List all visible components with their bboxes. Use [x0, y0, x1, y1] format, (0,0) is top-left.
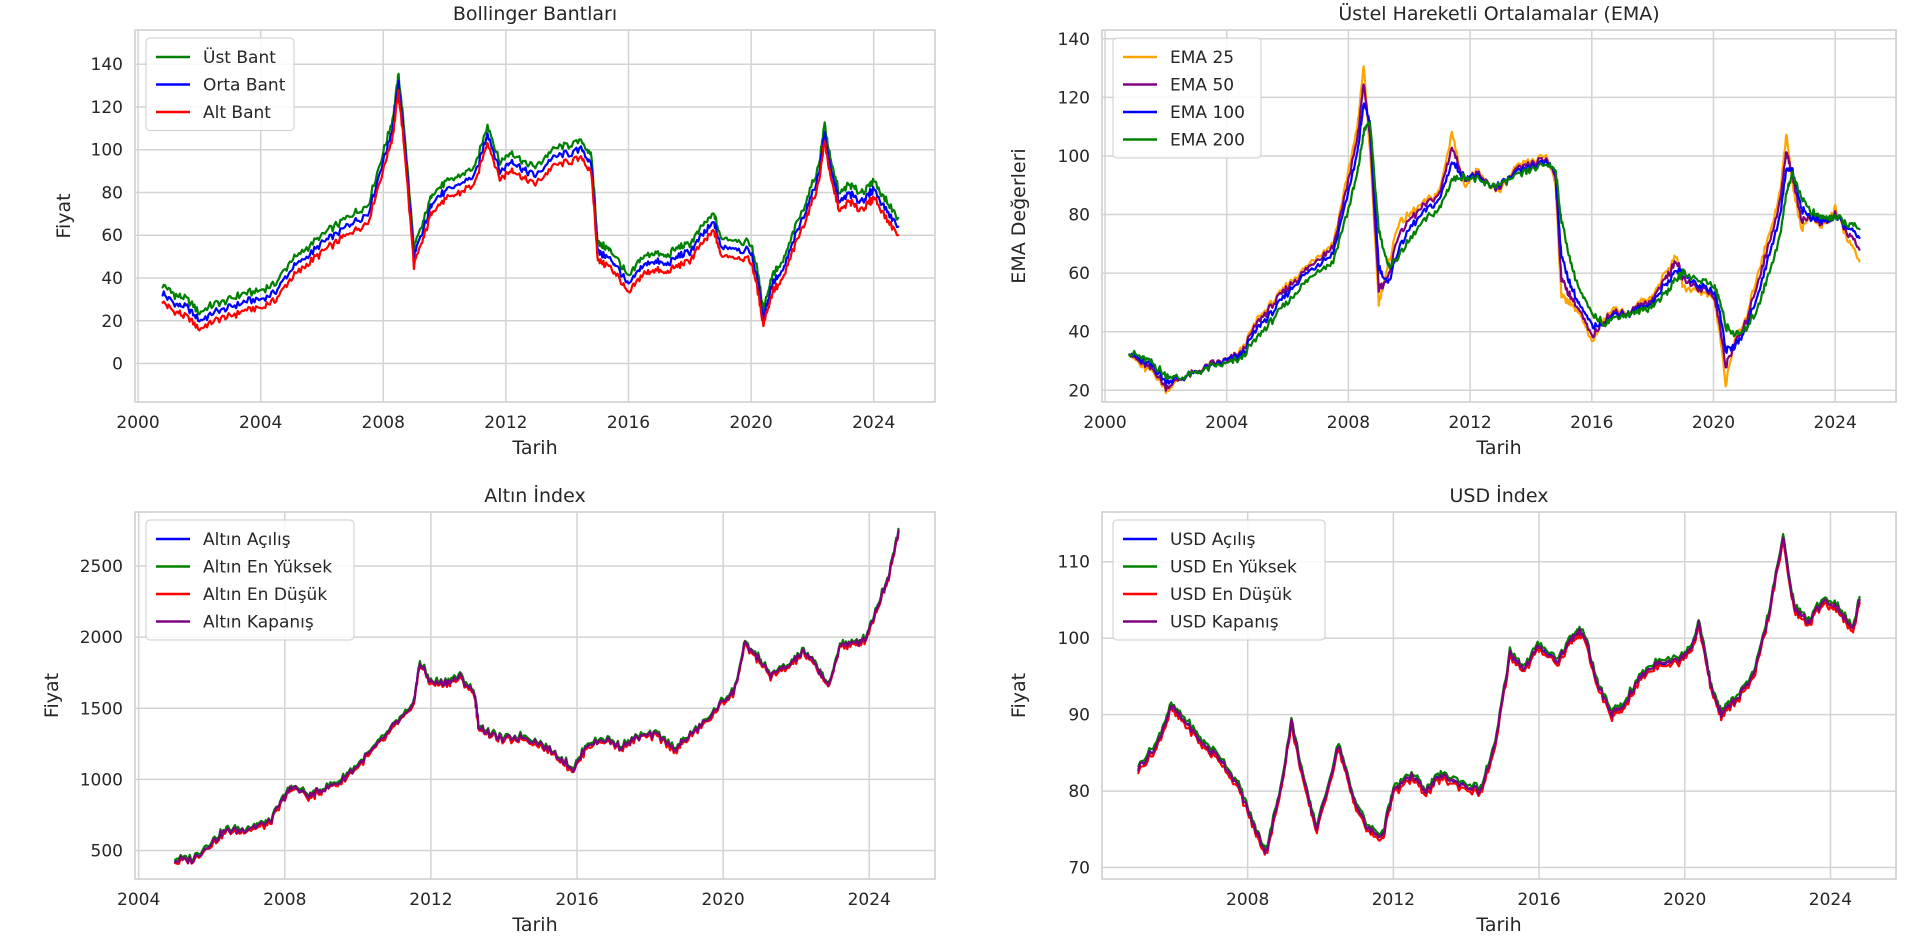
y-tick-label: 40 [1068, 323, 1090, 343]
y-tick-label: 20 [1068, 381, 1090, 401]
x-tick-label: 2016 [607, 413, 650, 433]
legend-entry: Orta Bant [203, 76, 286, 96]
chart-title: Bollinger Bantları [453, 3, 617, 25]
y-tick-label: 80 [101, 183, 123, 203]
y-tick-label: 70 [1068, 859, 1090, 879]
series-line [161, 88, 900, 332]
x-tick-label: 2000 [116, 413, 159, 433]
y-tick-label: 40 [101, 269, 123, 289]
x-axis-label: Tarih [1475, 437, 1521, 459]
series-line [1128, 102, 1861, 386]
x-tick-label: 2024 [1809, 890, 1852, 910]
y-tick-label: 140 [91, 55, 123, 75]
x-tick-label: 2008 [1226, 890, 1269, 910]
x-tick-label: 2020 [1663, 890, 1706, 910]
series-line [1128, 65, 1861, 395]
chart-title: Üstel Hareketli Ortalamalar (EMA) [1338, 2, 1659, 25]
legend [145, 519, 355, 641]
x-axis-label: Tarih [511, 914, 557, 936]
legend-entry: USD Kapanış [1170, 613, 1279, 633]
x-tick-label: 2016 [1570, 413, 1613, 433]
x-tick-label: 2008 [263, 890, 306, 910]
y-tick-label: 60 [1068, 264, 1090, 284]
x-tick-label: 2016 [555, 890, 598, 910]
x-tick-label: 2016 [1517, 890, 1560, 910]
y-tick-label: 120 [91, 98, 123, 118]
y-axis-label: EMA Değerleri [1008, 148, 1030, 283]
legend-entry: USD En Yüksek [1170, 558, 1297, 578]
y-tick-label: 2500 [80, 557, 123, 577]
y-tick-label: 80 [1068, 782, 1090, 802]
x-tick-label: 2008 [362, 413, 405, 433]
x-axis-label: Tarih [1475, 914, 1521, 936]
legend [1112, 37, 1262, 159]
x-tick-label: 2012 [1448, 413, 1491, 433]
y-tick-label: 100 [1058, 147, 1090, 167]
x-tick-label: 2020 [701, 890, 744, 910]
x-tick-label: 2024 [848, 890, 891, 910]
y-tick-label: 0 [112, 355, 123, 375]
legend-entry: Altın Açılış [203, 530, 291, 550]
legend-entry: USD En Düşük [1170, 585, 1292, 605]
y-tick-label: 2000 [80, 628, 123, 648]
legend-entry: Altın En Düşük [203, 585, 327, 605]
legend [1112, 519, 1326, 641]
x-tick-label: 2004 [239, 413, 282, 433]
y-tick-label: 140 [1058, 30, 1090, 50]
y-tick-label: 100 [91, 141, 123, 161]
x-tick-label: 2012 [484, 413, 527, 433]
x-tick-label: 2000 [1083, 413, 1126, 433]
x-tick-label: 2020 [1692, 413, 1735, 433]
chart-title: USD İndex [1450, 484, 1549, 507]
y-tick-label: 120 [1058, 88, 1090, 108]
series-line [1128, 83, 1861, 392]
legend-entry: Üst Bant [203, 46, 276, 68]
y-tick-label: 110 [1058, 553, 1090, 573]
legend [145, 37, 295, 131]
y-tick-label: 80 [1068, 206, 1090, 226]
y-axis-label: Fiyat [53, 193, 75, 238]
legend-entry: EMA 100 [1170, 103, 1245, 123]
y-tick-label: 20 [101, 312, 123, 332]
legend-entry: Altın En Yüksek [203, 558, 332, 578]
series-line [1128, 121, 1861, 381]
legend-entry: Alt Bant [203, 103, 271, 123]
series-line [174, 529, 900, 865]
x-axis-label: Tarih [511, 437, 557, 459]
y-tick-label: 1500 [80, 699, 123, 719]
legend-entry: EMA 25 [1170, 48, 1234, 68]
y-tick-label: 60 [101, 226, 123, 246]
x-tick-label: 2020 [729, 413, 772, 433]
series-line [161, 72, 900, 316]
x-tick-label: 2012 [1372, 890, 1415, 910]
legend-entry: Altın Kapanış [203, 613, 314, 633]
y-axis-label: Fiyat [41, 673, 63, 718]
x-tick-label: 2024 [1814, 413, 1857, 433]
x-tick-label: 2008 [1327, 413, 1370, 433]
y-axis-label: Fiyat [1008, 673, 1030, 718]
y-tick-label: 100 [1058, 629, 1090, 649]
chart-title: Altın İndex [484, 484, 585, 507]
legend-entry: USD Açılış [1170, 530, 1256, 550]
x-tick-label: 2004 [1205, 413, 1248, 433]
x-tick-label: 2024 [852, 413, 895, 433]
series-line [161, 79, 900, 323]
y-tick-label: 1000 [80, 770, 123, 790]
x-tick-label: 2004 [117, 890, 160, 910]
legend-entry: EMA 200 [1170, 131, 1245, 151]
legend-entry: EMA 50 [1170, 76, 1234, 96]
y-tick-label: 90 [1068, 706, 1090, 726]
x-tick-label: 2012 [409, 890, 452, 910]
series-line [1137, 536, 1861, 855]
y-tick-label: 500 [91, 842, 123, 862]
